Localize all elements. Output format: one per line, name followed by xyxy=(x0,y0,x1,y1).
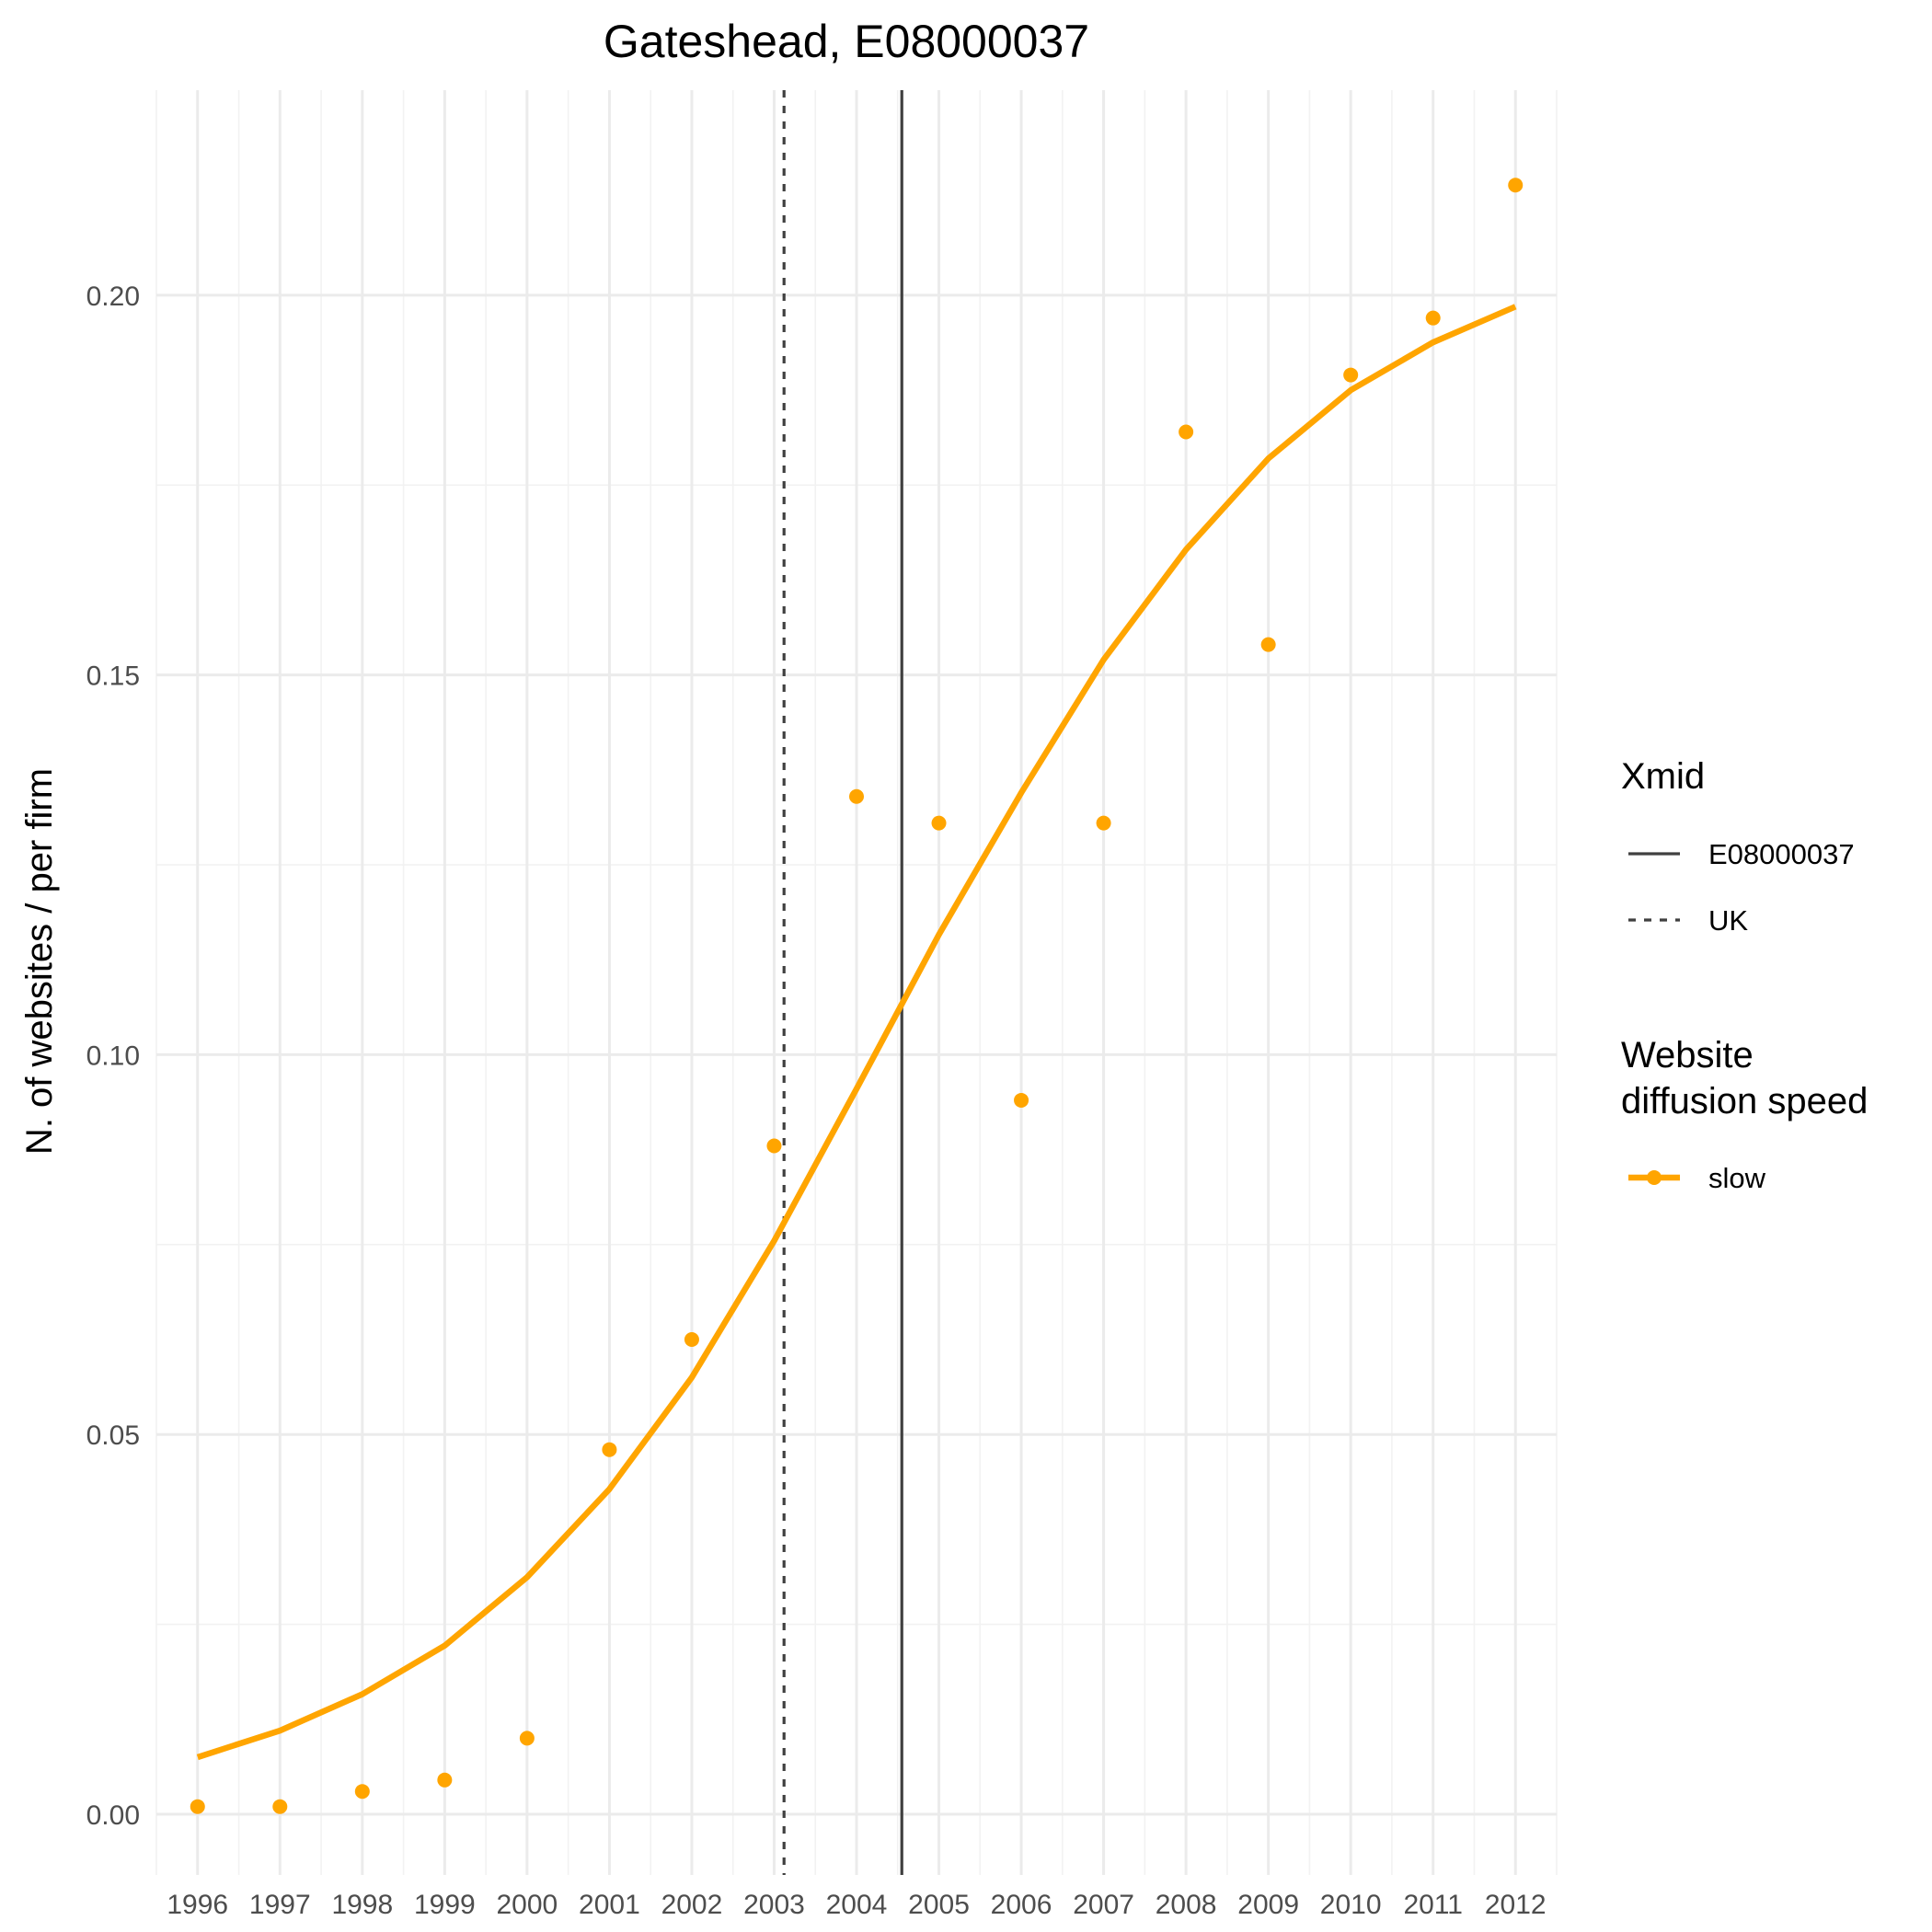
data-point xyxy=(1508,178,1524,193)
legend-title-speed: Website xyxy=(1621,1035,1754,1075)
data-points xyxy=(190,178,1524,1814)
legend-label: E08000037 xyxy=(1708,838,1855,870)
x-tick-label: 2010 xyxy=(1320,1890,1382,1920)
data-point xyxy=(519,1731,535,1746)
data-point xyxy=(1179,424,1194,440)
data-point xyxy=(931,815,947,831)
data-point xyxy=(849,788,864,804)
data-point xyxy=(190,1799,205,1814)
y-axis-label: N. of websites / per firm xyxy=(19,768,60,1155)
data-point xyxy=(272,1799,288,1814)
x-tick-label: 2005 xyxy=(908,1890,970,1920)
y-tick-label: 0.20 xyxy=(86,282,140,312)
reference-lines xyxy=(782,90,903,1875)
y-axis-ticks: 0.00 0.05 0.10 0.15 0.20 xyxy=(86,282,140,1831)
data-point xyxy=(1014,1092,1029,1108)
x-tick-label: 1996 xyxy=(167,1890,228,1920)
legend-label: UK xyxy=(1708,904,1748,937)
x-tick-label: 2001 xyxy=(579,1890,640,1920)
x-tick-label: 2002 xyxy=(661,1890,723,1920)
data-point xyxy=(684,1332,699,1347)
y-tick-label: 0.10 xyxy=(86,1041,140,1071)
x-tick-label: 1999 xyxy=(414,1890,476,1920)
y-tick-label: 0.05 xyxy=(86,1420,140,1451)
x-tick-label: 2004 xyxy=(826,1890,888,1920)
fitted-curve-slow xyxy=(196,304,1517,1761)
x-tick-label: 2000 xyxy=(497,1890,558,1920)
fitted-curve-layer xyxy=(196,304,1517,1761)
x-tick-label: 1998 xyxy=(331,1890,393,1920)
y-tick-label: 0.00 xyxy=(86,1800,140,1831)
x-tick-label: 2009 xyxy=(1237,1890,1299,1920)
legend-title-speed: diffusion speed xyxy=(1621,1081,1868,1121)
data-point xyxy=(354,1784,370,1800)
data-point xyxy=(766,1138,782,1154)
x-tick-label: 2012 xyxy=(1485,1890,1547,1920)
data-point xyxy=(1096,815,1111,831)
data-point xyxy=(602,1442,617,1457)
x-tick-label: 2007 xyxy=(1073,1890,1134,1920)
x-axis-ticks: 1996 1997 1998 1999 2000 2001 2002 2003 2004 2005… xyxy=(167,1890,1546,1920)
legend-label: slow xyxy=(1708,1162,1766,1194)
data-point xyxy=(1260,637,1276,652)
data-point xyxy=(1343,367,1359,383)
y-tick-label: 0.15 xyxy=(86,661,140,692)
legend-title-xmid: Xmid xyxy=(1621,756,1705,797)
data-point xyxy=(1425,310,1441,326)
x-tick-label: 2003 xyxy=(743,1890,805,1920)
x-tick-label: 2011 xyxy=(1403,1890,1463,1920)
legend-key-slow-point xyxy=(1647,1170,1662,1185)
legend: Xmid E08000037 UK Website diffusion speed slo… xyxy=(1621,756,1868,1194)
data-point xyxy=(437,1772,453,1788)
x-tick-label: 2008 xyxy=(1156,1890,1217,1920)
x-tick-label: 2006 xyxy=(991,1890,1052,1920)
x-tick-label: 1997 xyxy=(249,1890,311,1920)
grid xyxy=(155,90,1558,1875)
chart-title: Gateshead, E08000037 xyxy=(604,16,1089,67)
